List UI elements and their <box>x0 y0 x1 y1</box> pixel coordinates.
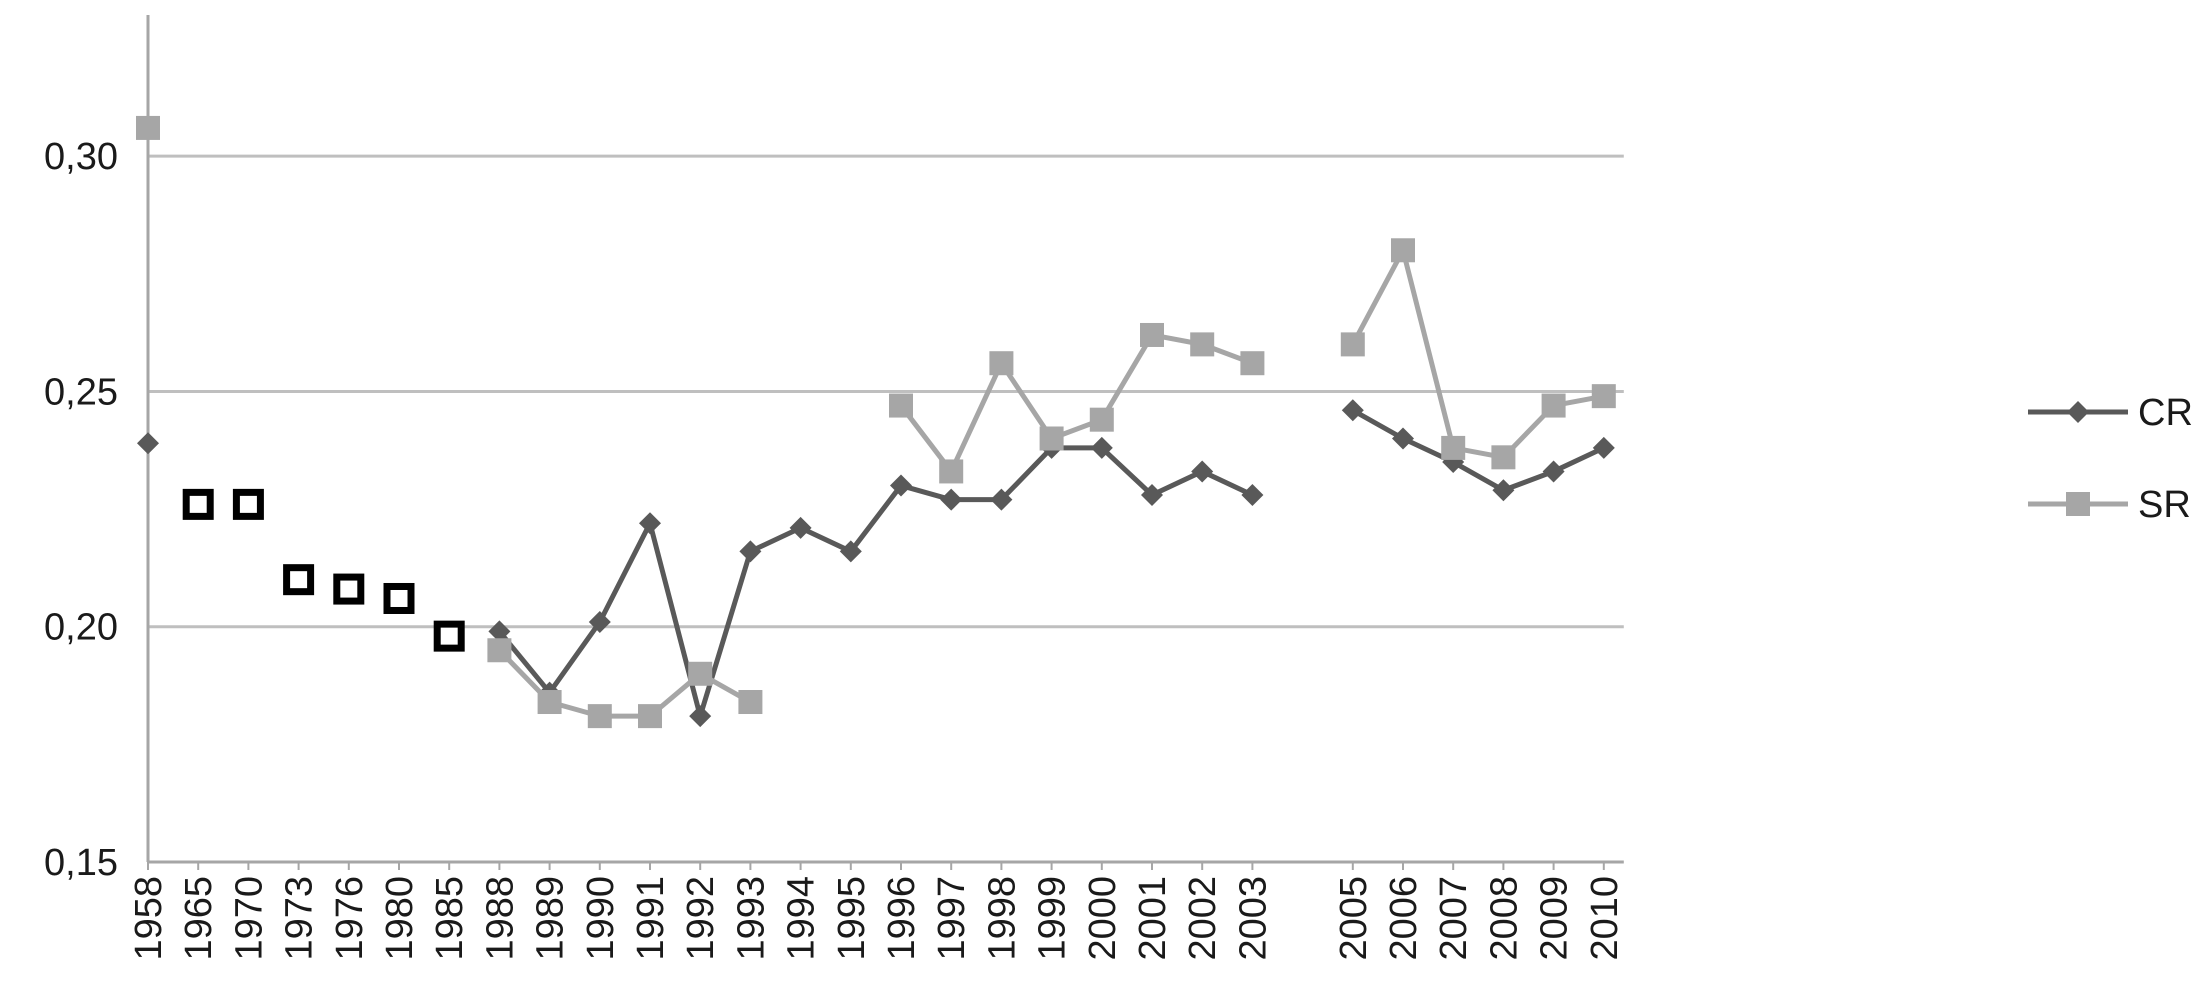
y-tick-label: 0,25 <box>44 371 118 413</box>
data-point <box>136 115 160 140</box>
y-axis: 0,15 0,20 0,25 0,30 <box>44 15 150 884</box>
data-point <box>939 459 964 484</box>
data-point <box>1241 483 1264 506</box>
legend-label: CR <box>2138 392 2193 434</box>
legend-marker <box>2067 401 2089 423</box>
data-point <box>638 704 662 729</box>
data-point <box>739 540 762 563</box>
x-tick-label: 1985 <box>429 876 471 961</box>
x-tick-label: 1965 <box>178 876 220 961</box>
data-point <box>488 620 511 643</box>
data-point <box>1542 460 1565 483</box>
data-point <box>689 705 712 728</box>
x-tick-label: 1991 <box>630 876 672 961</box>
x-tick-label: 1992 <box>680 876 722 961</box>
data-point <box>1392 427 1414 450</box>
x-tick-label: 1993 <box>730 876 772 961</box>
legend-label: SR <box>2138 484 2191 526</box>
x-tick-label: 2001 <box>1132 876 1174 961</box>
data-point <box>940 488 963 511</box>
data-point <box>1592 436 1615 459</box>
series-line <box>1351 408 1605 493</box>
data-point <box>283 564 315 596</box>
data-point <box>839 540 862 563</box>
data-point <box>137 432 159 455</box>
data-point <box>789 516 812 539</box>
x-tick-label: 2002 <box>1182 876 1224 961</box>
data-point <box>383 582 415 614</box>
y-tick-label: 0,30 <box>44 136 118 178</box>
series-sr <box>136 115 1616 729</box>
data-point <box>1341 399 1364 422</box>
data-point <box>1090 436 1113 459</box>
data-point <box>639 512 661 535</box>
data-point <box>1190 332 1215 357</box>
data-point <box>1492 479 1515 502</box>
y-tick-label: 0,15 <box>44 842 118 884</box>
x-tick-label: 2009 <box>1534 876 1576 961</box>
x-tick-label: 2000 <box>1082 876 1124 961</box>
data-point <box>433 620 465 652</box>
x-tick-label: 1998 <box>981 876 1023 961</box>
data-point <box>738 690 763 715</box>
legend-marker <box>2066 492 2090 516</box>
data-point <box>1491 445 1516 470</box>
x-tick-label: 1997 <box>931 876 973 961</box>
data-point <box>232 488 264 520</box>
data-point <box>587 704 612 729</box>
x-tick-label: 1989 <box>530 876 572 961</box>
data-point <box>182 488 214 520</box>
x-tick-label: 2010 <box>1584 876 1626 961</box>
data-point <box>588 611 611 634</box>
data-point <box>1340 332 1365 357</box>
data-point <box>1039 426 1064 451</box>
data-point <box>1591 384 1616 409</box>
x-tick-label: 2006 <box>1383 876 1425 961</box>
x-tick-label: 1999 <box>1032 876 1074 961</box>
x-tick-label: 1958 <box>128 876 170 961</box>
data-point <box>537 690 562 715</box>
x-tick-label: 1976 <box>329 876 371 961</box>
x-tick-label: 1970 <box>228 876 270 961</box>
x-tick-label: 2007 <box>1433 876 1475 961</box>
legend-item-cr: CR <box>2028 392 2193 434</box>
x-axis: 1958 1965 1970 1973 1976 1980 1985 1988 1989 1990… <box>128 860 1626 961</box>
data-point <box>487 638 512 663</box>
legend: CR SR <box>2028 392 2193 526</box>
data-point <box>688 661 713 686</box>
data-point <box>1391 238 1415 263</box>
x-tick-label: 1988 <box>479 876 521 961</box>
gridlines <box>148 154 1624 629</box>
x-tick-label: 1995 <box>831 876 873 961</box>
data-point <box>333 573 365 605</box>
x-tick-label: 1994 <box>781 876 823 961</box>
series-line <box>497 445 1254 719</box>
x-tick-label: 2005 <box>1333 876 1375 961</box>
data-point <box>989 351 1014 376</box>
data-point <box>1240 351 1265 376</box>
series-line <box>1350 247 1605 460</box>
data-point <box>1441 435 1466 460</box>
x-tick-label: 2008 <box>1483 876 1525 961</box>
x-tick-label: 1990 <box>580 876 622 961</box>
y-tick-label: 0,20 <box>44 607 118 649</box>
series-cr <box>137 399 1615 728</box>
data-point <box>1191 460 1214 483</box>
x-tick-label: 1996 <box>881 876 923 961</box>
data-point <box>1541 393 1566 418</box>
x-tick-label: 1980 <box>379 876 421 961</box>
x-tick-label: 1973 <box>279 876 321 961</box>
legend-item-sr: SR <box>2028 484 2191 526</box>
data-point <box>1141 483 1163 506</box>
x-tick-label: 2003 <box>1232 876 1274 961</box>
series-layer <box>136 115 1616 729</box>
series-line <box>497 648 752 719</box>
data-point <box>889 393 913 418</box>
data-point <box>1140 322 1164 347</box>
data-point <box>990 488 1013 511</box>
data-point <box>890 474 912 497</box>
data-point <box>1089 407 1114 432</box>
series-unnamed <box>182 488 465 652</box>
